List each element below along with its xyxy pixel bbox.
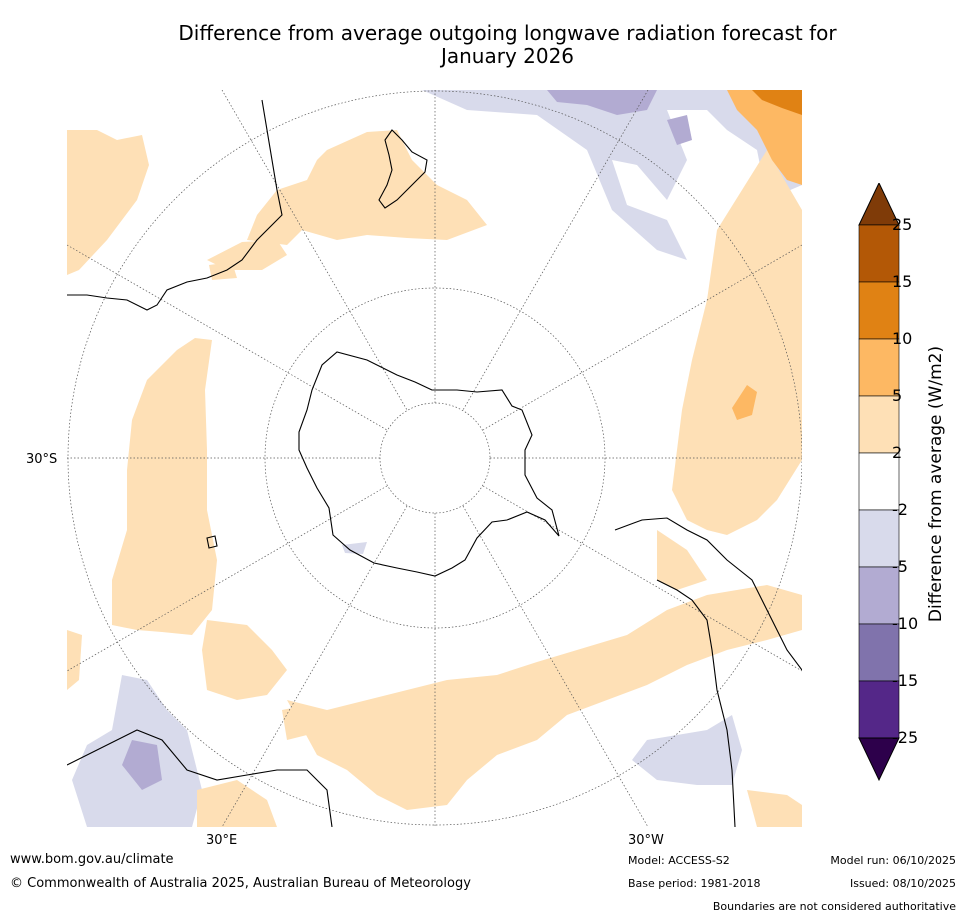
latitude-label-30s: 30°S <box>26 452 58 467</box>
coastline-australia <box>67 99 283 311</box>
latitude-circle-inner <box>379 402 491 514</box>
footer-model-run: Model run: 06/10/2025 <box>830 854 956 867</box>
colorbar-extend-bottom <box>858 737 900 782</box>
coastline-antarctica <box>298 351 560 577</box>
anomaly-pos-bottom-right <box>747 790 802 827</box>
colorbar-segment <box>858 281 900 340</box>
anomaly-neg-top-strong <box>547 90 657 115</box>
meridian <box>462 90 649 411</box>
colorbar-tick: 2 <box>892 443 902 462</box>
anomaly-pos-tasman <box>247 130 487 245</box>
anomaly-neg-bottom-left-strong <box>122 740 162 790</box>
anomaly-pos-south-small <box>282 705 307 740</box>
colorbar-tick: -10 <box>892 614 918 633</box>
coastline-africa <box>67 729 333 827</box>
anomaly-pos-small-1 <box>207 240 287 270</box>
title-line-1: Difference from average outgoing longwav… <box>178 21 837 45</box>
anomaly-pos-5-top-right <box>727 90 802 185</box>
colorbar-segment <box>858 224 900 283</box>
colorbar-segment <box>858 509 900 568</box>
colorbar-ticks: 25 15 10 5 2 -2 -5 -10 -15 -25 <box>892 215 918 747</box>
polar-map <box>67 90 802 827</box>
anomaly-pos-east-pacific <box>672 150 802 535</box>
colorbar-segment <box>858 452 900 511</box>
meridian <box>221 90 408 411</box>
coastline-madagascar <box>206 535 218 549</box>
colorbar-segment <box>858 566 900 625</box>
anomaly-pos-south-africa <box>202 620 287 700</box>
colorbar-segment <box>858 623 900 682</box>
anomaly-pos-5-east <box>732 385 757 420</box>
footer-model: Model: ACCESS-S2 <box>628 854 730 867</box>
map-svg <box>67 90 802 827</box>
colorbar-tick: -5 <box>892 557 908 576</box>
meridian <box>67 485 388 672</box>
colorbar-tick: 10 <box>892 329 912 348</box>
longitude-label-30w: 30°W <box>628 833 664 848</box>
coastline-south-america-2 <box>656 579 736 827</box>
colorbar-tick: 5 <box>892 386 902 405</box>
anomaly-neg-top <box>422 90 802 260</box>
colorbar-segment <box>858 395 900 454</box>
colorbar-title: Difference from average (W/m2) <box>926 345 946 623</box>
title-line-2: January 2026 <box>440 44 575 68</box>
anomaly-pos-bottom <box>197 780 277 827</box>
footer-copyright: © Commonwealth of Australia 2025, Austra… <box>10 876 471 891</box>
coastline-south-america <box>614 517 802 671</box>
meridian <box>462 505 649 827</box>
anomaly-pos-small-2 <box>209 262 237 280</box>
anomaly-pos-left-edge <box>67 630 82 690</box>
colorbar-segment <box>858 680 900 739</box>
footer-issued: Issued: 08/10/2025 <box>849 877 956 890</box>
anomaly-pos-10-top-right <box>752 90 802 115</box>
colorbar-tick: -2 <box>892 500 908 519</box>
longitude-label-30e: 30°E <box>206 833 238 848</box>
colorbar-tick: 25 <box>892 215 912 234</box>
latitude-circle-60s <box>264 287 606 629</box>
anomaly-pos-south-pacific <box>287 585 802 810</box>
anomaly-neg-bottom-right <box>632 715 742 785</box>
meridian <box>67 244 388 431</box>
colorbar-tick: -25 <box>892 728 918 747</box>
anomaly-pos-top-left <box>67 130 149 275</box>
footer-website[interactable]: www.bom.gov.au/climate <box>10 852 174 867</box>
colorbar-tick: -15 <box>892 671 918 690</box>
colorbar-segment <box>858 338 900 397</box>
colorbar-tick: 15 <box>892 272 912 291</box>
coastline-new-zealand <box>378 129 428 209</box>
footer-base-period: Base period: 1981-2018 <box>628 877 761 890</box>
anomaly-pos-south-america <box>657 530 707 590</box>
anomaly-neg-top-patch <box>667 115 692 145</box>
anomaly-pos-indian <box>112 338 217 635</box>
anomaly-neg-coast-patch <box>342 542 367 554</box>
chart-title: Difference from average outgoing longwav… <box>60 22 955 68</box>
coastlines <box>67 99 802 827</box>
colorbar: 25 15 10 5 2 -2 -5 -10 -15 -25 <box>858 183 918 782</box>
footer-disclaimer: Boundaries are not considered authoritat… <box>712 900 956 913</box>
